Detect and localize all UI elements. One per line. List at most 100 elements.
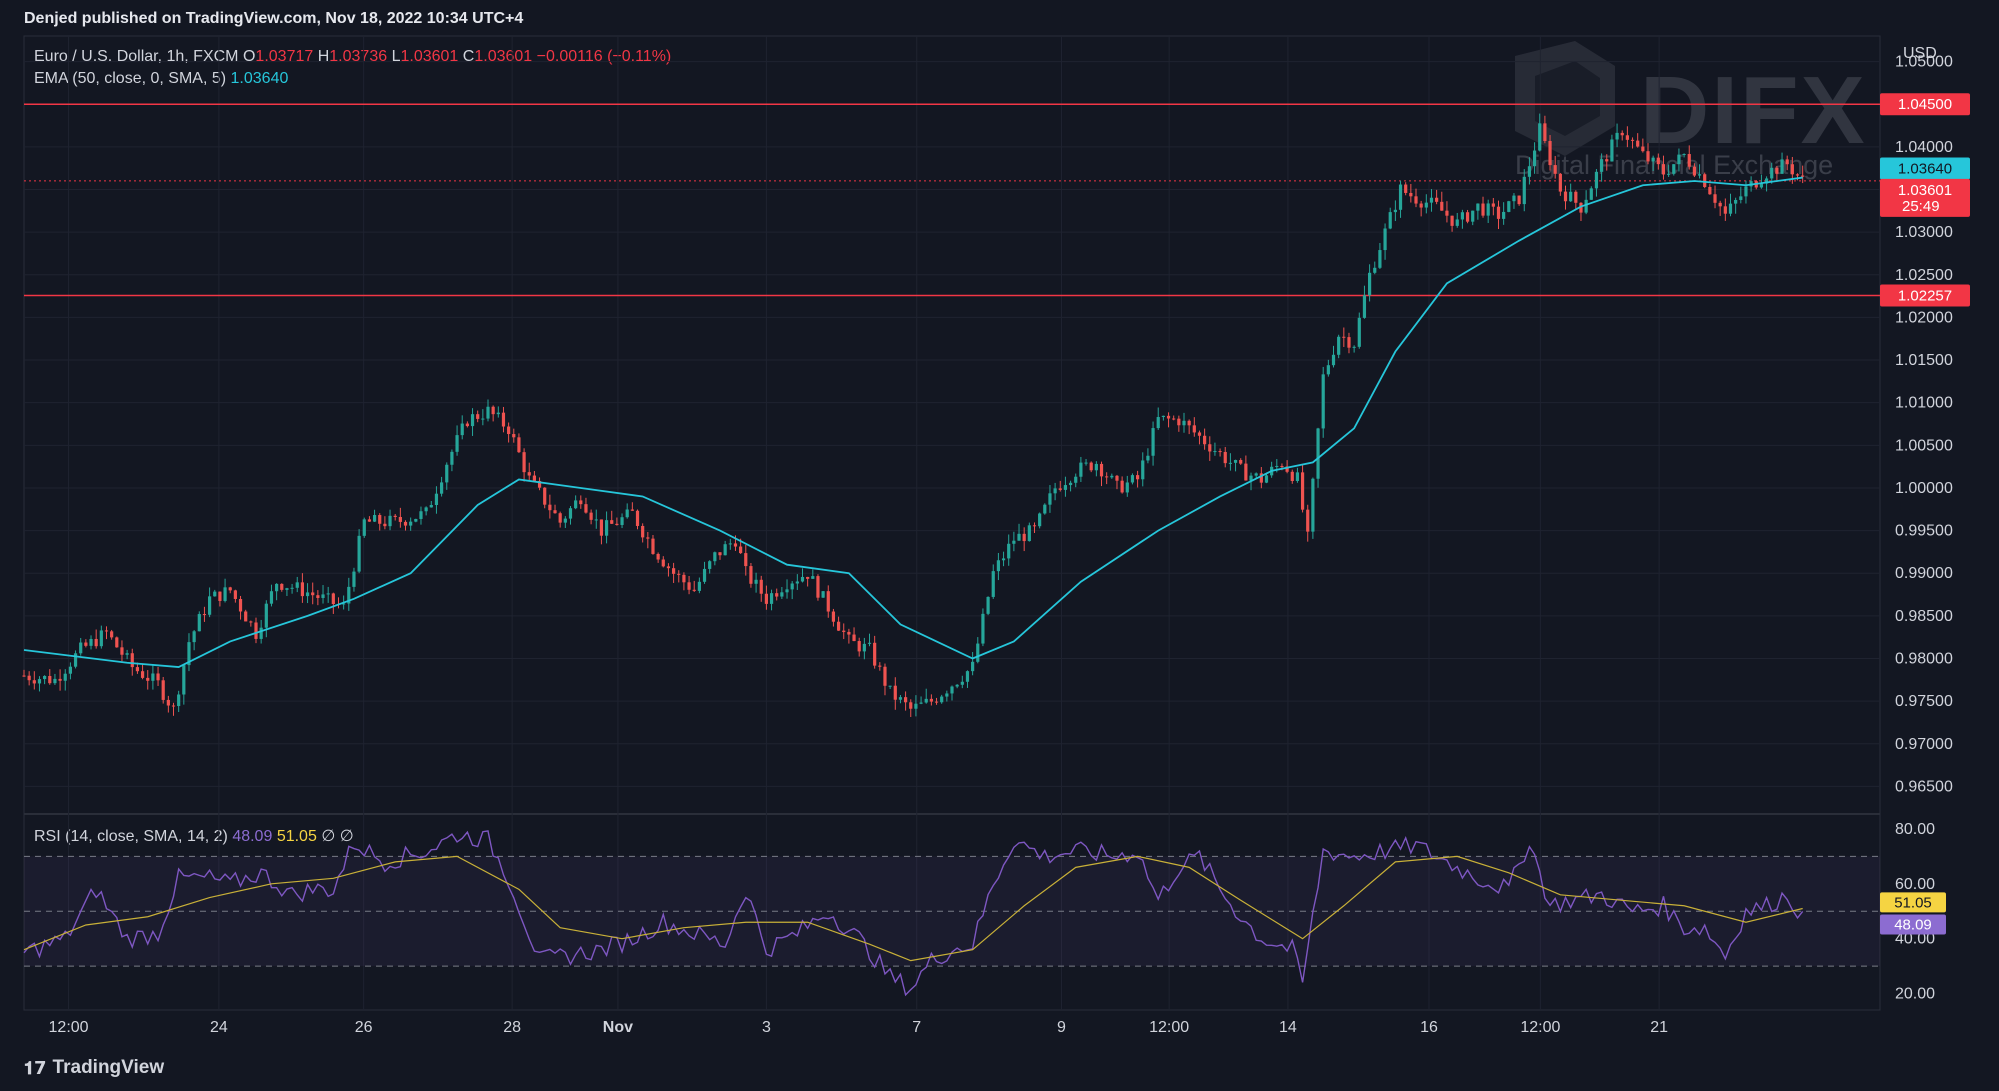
candle-body (1481, 203, 1485, 216)
close-label: C (462, 48, 475, 65)
footer-brand: 𝟏𝟳 TradingView (24, 1057, 164, 1079)
candle-body (1553, 165, 1557, 174)
candle-body (873, 642, 877, 666)
candle-body (1099, 463, 1104, 477)
candle-body (635, 510, 640, 526)
candle-body (914, 703, 918, 709)
x-tick-label: 14 (1279, 1019, 1297, 1036)
candle-body (213, 591, 217, 597)
candle-body (342, 603, 346, 605)
candle-body (1543, 123, 1547, 142)
candle-body (744, 553, 748, 567)
candle-body (372, 515, 377, 522)
candle-body (769, 593, 774, 604)
ema-line (23, 176, 1803, 668)
candle-body (1249, 475, 1253, 481)
candle-body (161, 680, 165, 700)
candle-body (1589, 188, 1593, 200)
candle-body (672, 568, 676, 574)
candle-body (43, 675, 47, 680)
candle-body (1558, 173, 1562, 192)
candle-body (1203, 435, 1207, 445)
candle-body (625, 509, 629, 518)
candle-body (37, 679, 42, 684)
candle-body (53, 678, 57, 684)
candle-body (517, 437, 521, 453)
candle-body (615, 523, 619, 525)
candle-body (280, 583, 284, 590)
candle-body (955, 684, 959, 687)
candle-body (904, 697, 908, 703)
candle-body (1182, 420, 1186, 426)
candle-body (697, 581, 701, 591)
x-tick-label: 26 (355, 1019, 373, 1036)
candle-body (99, 630, 103, 647)
candle-body (1393, 209, 1397, 213)
price-badge (1880, 178, 1970, 217)
candle-body (1801, 175, 1805, 177)
candle-body (1620, 132, 1624, 136)
candle-body (568, 508, 573, 519)
candle-body (1429, 197, 1434, 203)
candle-body (1300, 472, 1305, 510)
candle-body (795, 581, 799, 584)
candle-body (1496, 206, 1501, 219)
candle-body (1151, 428, 1155, 456)
candle-body (1038, 513, 1042, 527)
candle-body (831, 611, 836, 622)
candle-body (434, 493, 439, 505)
candle-body (27, 675, 31, 681)
candle-body (383, 523, 387, 527)
candle-body (58, 678, 62, 681)
candle-body (1646, 151, 1650, 162)
candle-body (321, 594, 325, 598)
candle-body (300, 582, 304, 597)
candle-body (326, 593, 330, 595)
candle-body (929, 698, 933, 702)
candle-body (79, 642, 83, 654)
candle-body (295, 582, 299, 588)
candle-body (1404, 184, 1408, 193)
candle-body (1512, 195, 1516, 202)
candle-body (166, 699, 170, 706)
candle-body (1584, 199, 1588, 213)
candle-body (893, 685, 897, 700)
candle-body (269, 591, 274, 604)
level-price-badge (1880, 284, 1970, 307)
candle-body (1295, 472, 1300, 482)
candle-body (285, 588, 289, 590)
candle-body (950, 686, 954, 694)
candle-body (739, 546, 743, 554)
rsi-value: 48.09 (232, 828, 273, 845)
rsi-badge (1880, 914, 1946, 935)
y-tick-label: 0.99000 (1895, 565, 1953, 582)
candle-body (208, 596, 212, 615)
candle-body (733, 543, 738, 547)
candle-body (1012, 540, 1016, 544)
rsi-title[interactable]: RSI (14, close, SMA, 14, 2) (34, 828, 228, 845)
candle-body (1744, 186, 1748, 197)
candle-body (1058, 488, 1062, 490)
symbol-title[interactable]: Euro / U.S. Dollar, 1h, FXCM (34, 48, 239, 65)
candle-body (708, 561, 712, 569)
candle-body (311, 592, 315, 596)
level-price-label: 1.04500 (1898, 96, 1952, 113)
candle-body (223, 587, 227, 601)
candle-body (532, 475, 536, 481)
rsi-ma-value: 51.05 (276, 828, 317, 845)
candle-body (1785, 159, 1789, 165)
candle-body (367, 519, 372, 522)
high-label: H (317, 48, 330, 65)
candle-body (1465, 212, 1470, 222)
candle-body (1192, 425, 1196, 433)
watermark-brand: DIFX (1640, 57, 1867, 164)
x-tick-label: 3 (762, 1019, 771, 1036)
candle-body (883, 666, 887, 686)
candle-body (1605, 159, 1609, 162)
candle-body (1661, 164, 1666, 175)
candle-body (228, 587, 232, 591)
currency-label: USD (1903, 45, 1937, 62)
ema-title[interactable]: EMA (50, close, 0, SMA, 5) (34, 70, 227, 87)
countdown-label: 25:49 (1902, 198, 1940, 215)
